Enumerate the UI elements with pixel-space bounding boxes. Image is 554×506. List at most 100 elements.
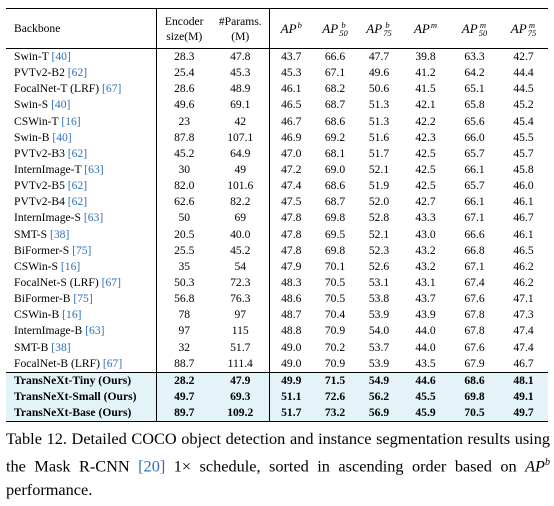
value-cell: 68.6: [450, 371, 499, 389]
value-cell: 49.1: [499, 388, 548, 406]
citation-link[interactable]: [62]: [67, 66, 88, 80]
header-encoder-size: Encoder size(M): [156, 8, 212, 49]
value-cell: 52.1: [368, 163, 390, 177]
value-cell: 111.4: [212, 355, 270, 373]
citation-link[interactable]: [63]: [83, 211, 104, 225]
value-cell: 49.0: [281, 356, 302, 370]
value-cell: 52.6: [368, 259, 390, 273]
caption-text-1: Table 12. Detailed COCO object detection…: [6, 429, 550, 476]
value-cell: 47.5: [281, 195, 302, 209]
citation-link[interactable]: [67]: [102, 82, 122, 96]
value-cell: 35: [178, 259, 191, 273]
value-cell: 42.5: [415, 179, 436, 193]
citation-link[interactable]: [38]: [50, 227, 70, 241]
citation-link[interactable]: [40]: [51, 50, 71, 64]
citation-link[interactable]: [16]: [60, 259, 81, 273]
value-cell: 30: [178, 163, 191, 177]
citation-link[interactable]: [38]: [51, 340, 71, 354]
value-cell: 42.5: [415, 146, 436, 160]
value-cell: 43.0: [415, 227, 436, 241]
citation-link[interactable]: [75]: [72, 243, 92, 257]
value-cell: 68.2: [324, 82, 346, 96]
backbone-name: FocalNet-S (LRF): [14, 276, 99, 290]
value-cell: 51.7: [368, 146, 390, 160]
table-row: PVTv2-B3 [62] 45.2 64.9 47.0 68.1 51.7 42.5 65.…: [6, 145, 548, 162]
citation-link[interactable]: [40]: [52, 130, 72, 144]
header-params-line2: (M): [231, 29, 250, 43]
value-cell: 62.6: [174, 195, 195, 209]
value-cell: 44.0: [415, 324, 436, 338]
value-cell: 68.6: [324, 114, 346, 128]
citation-link[interactable]: [67]: [101, 276, 121, 290]
ap-base: AP: [366, 20, 383, 36]
value-cell: 76.3: [212, 291, 270, 308]
citation-link[interactable]: [63]: [84, 163, 104, 177]
table-row: InternImage-B [63] 97 115 48.8 70.9 54.0 44.0 6…: [6, 323, 548, 340]
value-cell: 28.2: [156, 371, 212, 389]
value-cell: 45.5: [513, 130, 534, 144]
value-cell: 69.2: [324, 130, 346, 144]
backbone-name: PVTv2-B5: [14, 179, 65, 193]
backbone-name: SMT-B: [14, 340, 49, 354]
citation-link[interactable]: [16]: [62, 308, 82, 322]
citation-link[interactable]: [16]: [61, 114, 81, 128]
backbone-name: CSWin-T: [14, 114, 59, 128]
citation-link[interactable]: [40]: [51, 98, 71, 112]
value-cell: 43.2: [415, 243, 436, 257]
header-encoder-line1: Encoder: [164, 14, 204, 28]
value-cell: 52.3: [368, 243, 390, 257]
value-cell: 65.6: [464, 114, 485, 128]
value-cell: 46.7: [513, 356, 534, 370]
value-cell: 88.7: [174, 356, 195, 370]
value-cell: 49.6: [368, 66, 390, 80]
citation-link[interactable]: [62]: [67, 146, 88, 160]
citation-link[interactable]: [63]: [85, 324, 105, 338]
citation-link[interactable]: [67]: [102, 356, 123, 370]
value-cell: 51.9: [368, 179, 390, 193]
value-cell: 42.2: [415, 114, 436, 128]
citation-link[interactable]: [75]: [73, 292, 93, 306]
ap-base: AP: [461, 20, 478, 36]
value-cell: 66.6: [464, 227, 485, 241]
value-cell: 46.1: [281, 82, 302, 96]
value-cell: 49.7: [156, 388, 212, 406]
value-cell: 66.0: [464, 130, 485, 144]
value-cell: 47.4: [513, 340, 534, 354]
value-cell: 32: [178, 340, 191, 354]
citation-link[interactable]: [62]: [67, 179, 88, 193]
backbone-cell: CSWin-S [16]: [6, 258, 157, 275]
ap-sub: 75: [383, 27, 392, 38]
backbone-cell: BiFormer-S [75]: [6, 242, 157, 259]
caption-ref-link[interactable]: [20]: [138, 456, 166, 476]
backbone-name: FocalNet-B (LRF): [14, 356, 100, 370]
value-cell: 47.2: [281, 163, 302, 177]
value-cell: 47.0: [281, 146, 302, 160]
table-row: BiFormer-B [75] 56.8 76.3 48.6 70.5 53.8 43.7 6…: [6, 291, 548, 308]
value-cell: 46.1: [513, 195, 534, 209]
value-cell: 51.6: [368, 130, 390, 144]
value-cell: 78: [178, 308, 191, 322]
citation-link[interactable]: [62]: [67, 195, 88, 209]
table-row: Swin-S [40] 49.6 69.1 46.5 68.7 51.3 42.1 65.8 4…: [6, 97, 548, 114]
value-cell: 97: [212, 307, 270, 324]
value-cell: 70.9: [324, 356, 346, 370]
backbone-name: PVTv2-B2: [14, 66, 65, 80]
ap-base: AP: [322, 20, 339, 36]
backbone-name: SMT-S: [14, 227, 48, 241]
ap-base: AP: [413, 20, 430, 36]
value-cell: 51.3: [368, 114, 390, 128]
value-cell: 109.2: [212, 405, 270, 423]
value-cell: 50: [178, 211, 191, 225]
backbone-cell: FocalNet-S (LRF) [67]: [6, 274, 157, 292]
table-row: Swin-T [40] 28.3 47.8 43.7 66.6 47.7 39.8 63.3 4…: [6, 48, 548, 66]
value-cell: 54: [212, 258, 270, 275]
ap-base: AP: [280, 20, 297, 36]
value-cell: 48.1: [499, 371, 548, 389]
value-cell: 51.7: [212, 339, 270, 356]
backbone-cell: Swin-S [40]: [6, 97, 157, 114]
value-cell: 56.9: [357, 405, 401, 423]
value-cell: 50.6: [368, 82, 390, 96]
value-cell: 47.9: [281, 259, 302, 273]
value-cell: 49.7: [499, 405, 548, 423]
backbone-name: FocalNet-T (LRF): [14, 82, 100, 96]
